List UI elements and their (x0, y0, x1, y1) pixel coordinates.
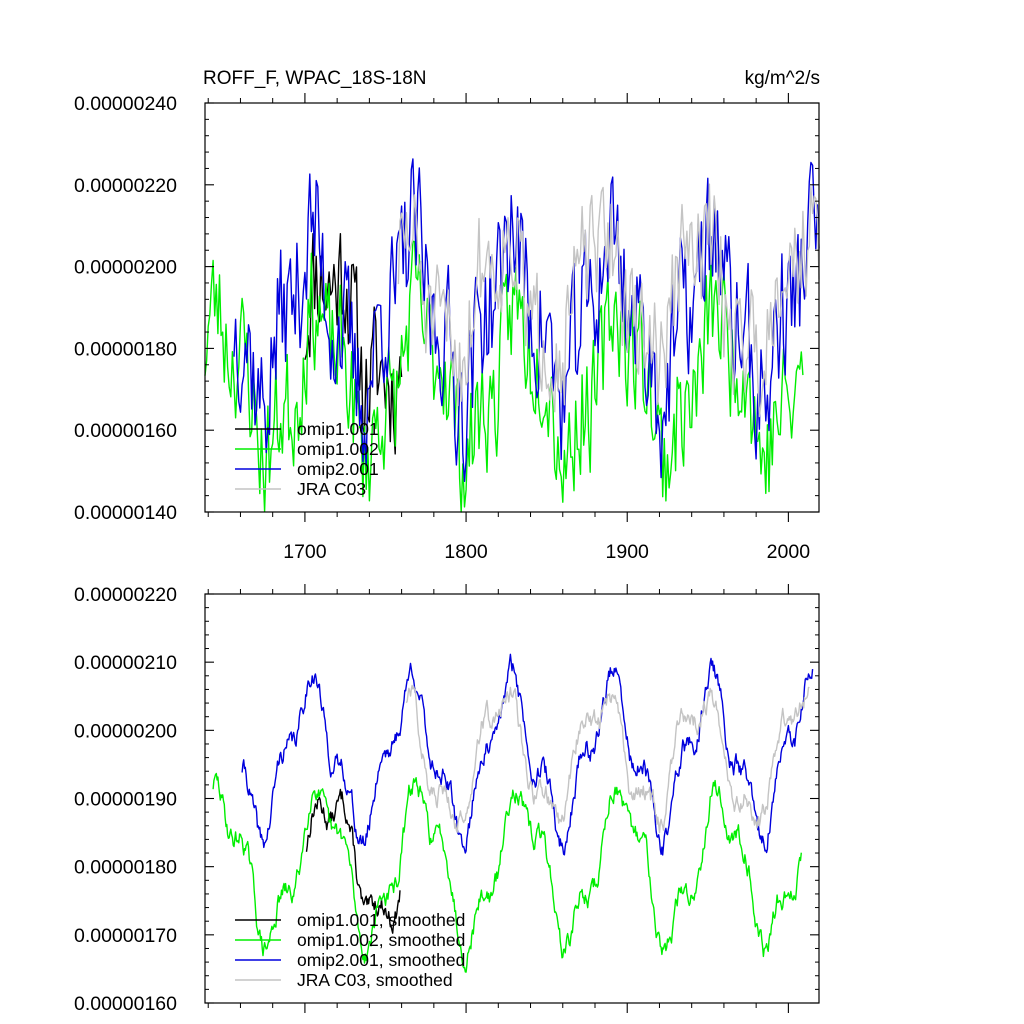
series-line-omip2-001-smoothed (241, 653, 814, 856)
y-tick-label: 0.00000210 (74, 652, 177, 674)
y-tick-label: 0.00000160 (74, 420, 177, 442)
top-panel: ROFF_F, WPAC_18S-18N kg/m^2/s 0.00000140… (74, 68, 820, 563)
legend-label-omip1-002-smoothed: omip1.002, smoothed (297, 930, 465, 950)
ticks-layer: 0.00000160 0.00000170 0.00000180 0.00000190… (74, 584, 819, 1015)
y-tick-label: 0.00000180 (74, 857, 177, 879)
y-tick-label: 0.00000160 (74, 993, 177, 1015)
legend-label-omip1-001: omip1.001 (297, 419, 379, 439)
y-tick-label: 0.00000170 (74, 925, 177, 947)
ticks-layer: 0.00000140 0.00000160 0.00000180 0.00000200… (74, 93, 819, 563)
x-tick-label: 2000 (767, 541, 811, 563)
series-line-jra-c03 (397, 183, 820, 418)
legend-label-omip1-002: omip1.002 (297, 439, 379, 459)
series-line-omip1-002 (204, 240, 804, 513)
chart-title: ROFF_F, WPAC_18S-18N (203, 68, 426, 89)
legend-label-jra-c03-smoothed: JRA C03, smoothed (297, 970, 453, 990)
y-tick-label: 0.00000180 (74, 338, 177, 360)
y-tick-label: 0.00000220 (74, 584, 177, 606)
units-label: kg/m^2/s (745, 68, 820, 89)
plot-frame (204, 102, 820, 513)
y-tick-label: 0.00000220 (74, 175, 177, 197)
y-tick-label: 0.00000200 (74, 720, 177, 742)
series-line-jra-c03-smoothed (405, 684, 810, 834)
x-tick-label: 1900 (606, 541, 650, 563)
series-line-omip1-002-smoothed (212, 772, 802, 973)
legend-label-omip2-001-smoothed: omip2.001, smoothed (297, 950, 465, 970)
series-line-omip1-001-smoothed (305, 788, 401, 934)
bottom-panel: 0.00000160 0.00000170 0.00000180 0.00000190… (74, 584, 820, 1015)
y-tick-label: 0.00000190 (74, 789, 177, 811)
legend-label-omip1-001-smoothed: omip1.001, smoothed (297, 910, 465, 930)
y-tick-label: 0.00000140 (74, 502, 177, 524)
x-tick-label: 1800 (444, 541, 488, 563)
legend-label-omip2-001: omip2.001 (297, 459, 379, 479)
series-layer (204, 158, 820, 513)
legend-label-jra-c03: JRA C03 (297, 479, 366, 499)
x-tick-label: 1700 (283, 541, 327, 563)
series-layer (212, 653, 814, 973)
y-tick-label: 0.00000240 (74, 93, 177, 115)
y-tick-label: 0.00000200 (74, 257, 177, 279)
